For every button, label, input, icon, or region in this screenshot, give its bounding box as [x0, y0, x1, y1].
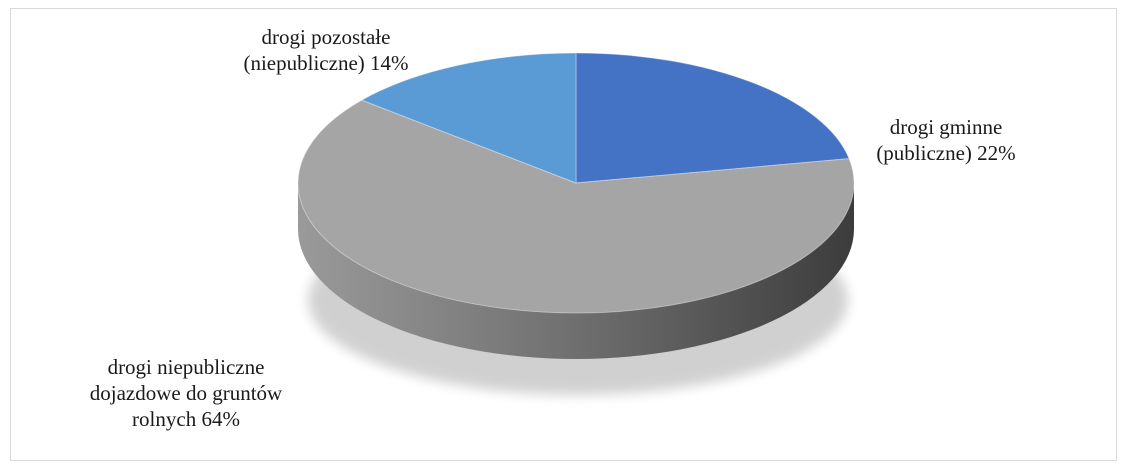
- pie-tops: [297, 52, 855, 314]
- slice-label-line: (niepubliczne) 14%: [243, 51, 409, 75]
- slice-label-drogi-niepubliczne: drogi niepubliczne dojazdowe do gruntów …: [36, 354, 336, 432]
- slice-label-line: drogi pozostałe: [261, 25, 391, 49]
- slice-label-line: dojazdowe do gruntów: [89, 381, 283, 405]
- slice-label-line: (publiczne) 22%: [876, 141, 1016, 165]
- slice-drogi-pozosta-e: [360, 52, 577, 184]
- slice-side-drogi-niepubliczne: [298, 183, 854, 359]
- slice-label-drogi-pozostale: drogi pozostałe (niepubliczne) 14%: [196, 24, 456, 76]
- slice-label-line: drogi niepubliczne: [107, 355, 265, 379]
- pie-sides: [298, 183, 854, 359]
- slice-label-line: drogi gminne: [889, 115, 1003, 139]
- slice-drogi-niepubliczne: [297, 99, 855, 314]
- slice-drogi-gminne: [575, 52, 850, 184]
- slice-label-line: rolnych 64%: [132, 407, 240, 431]
- slice-label-drogi-gminne: drogi gminne (publiczne) 22%: [836, 114, 1056, 166]
